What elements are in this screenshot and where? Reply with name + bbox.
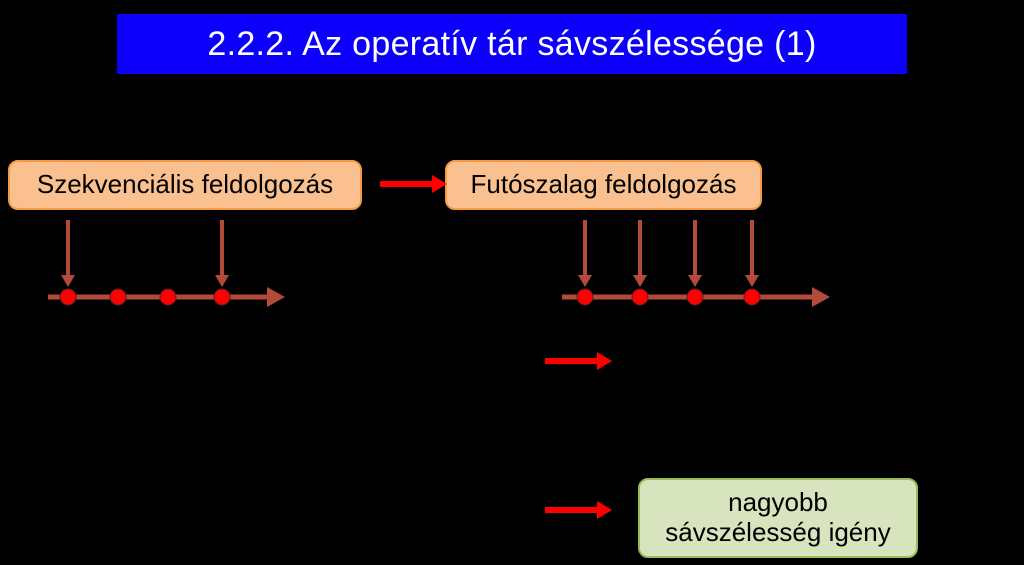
box-bandwidth: nagyobbsávszélesség igény	[638, 478, 918, 558]
box-pipeline: Futószalag feldolgozás	[445, 160, 762, 210]
slide-title: 2.2.2. Az operatív tár sávszélessége (1)	[207, 25, 816, 64]
box-sequential: Szekvenciális feldolgozás	[8, 160, 362, 210]
slide-title-bar: 2.2.2. Az operatív tár sávszélessége (1)	[117, 14, 907, 74]
